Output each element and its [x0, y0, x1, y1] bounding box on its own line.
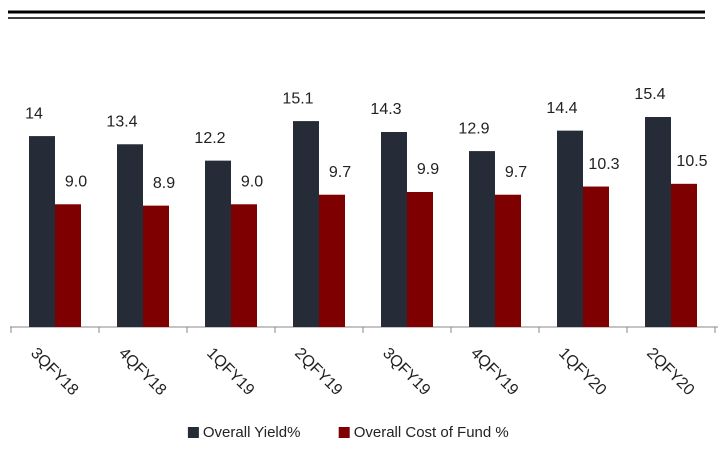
bar [55, 204, 81, 327]
bar [645, 117, 671, 327]
bar [469, 151, 495, 327]
bar [231, 204, 257, 327]
data-label: 9.0 [65, 173, 87, 190]
data-label: 12.2 [194, 130, 225, 147]
data-label: 14.3 [370, 101, 401, 118]
x-tick-label: 3QFY18 [27, 345, 81, 399]
data-label: 8.9 [153, 175, 175, 192]
data-label: 9.0 [241, 173, 263, 190]
x-tick-label: 1QFY19 [203, 345, 257, 399]
bar [583, 186, 609, 327]
legend-swatch [187, 427, 199, 438]
bar [143, 205, 169, 327]
bar [205, 160, 231, 327]
bar [495, 194, 521, 327]
bar [407, 192, 433, 327]
data-label: 9.7 [505, 164, 527, 181]
x-tick-label: 2QFY19 [291, 345, 345, 399]
data-label: 10.3 [588, 156, 619, 173]
x-tick-label: 3QFY19 [379, 345, 433, 399]
bar [29, 136, 55, 327]
x-tick-label: 4QFY18 [115, 345, 169, 399]
data-label: 15.4 [634, 86, 665, 103]
bar [381, 132, 407, 327]
bar [671, 183, 697, 327]
data-label: 13.4 [106, 113, 137, 130]
legend: Overall Yield% Overall Cost of Fund % [187, 424, 509, 441]
data-label: 14 [25, 105, 43, 122]
bar [293, 121, 319, 327]
legend-label: Overall Cost of Fund % [354, 424, 509, 441]
x-tick-label: 4QFY19 [467, 345, 521, 399]
data-label: 9.7 [329, 164, 351, 181]
x-tick-label: 1QFY20 [555, 345, 609, 399]
x-tick-label: 2QFY20 [643, 345, 697, 399]
legend-label: Overall Yield% [203, 424, 301, 441]
legend-swatch [338, 427, 350, 438]
data-label: 12.9 [458, 120, 489, 137]
bar [557, 130, 583, 327]
bar [319, 194, 345, 327]
data-label: 9.9 [417, 161, 439, 178]
data-label: 14.4 [546, 100, 577, 117]
data-label: 15.1 [282, 90, 313, 107]
bar [117, 144, 143, 327]
data-label: 10.5 [676, 153, 707, 170]
